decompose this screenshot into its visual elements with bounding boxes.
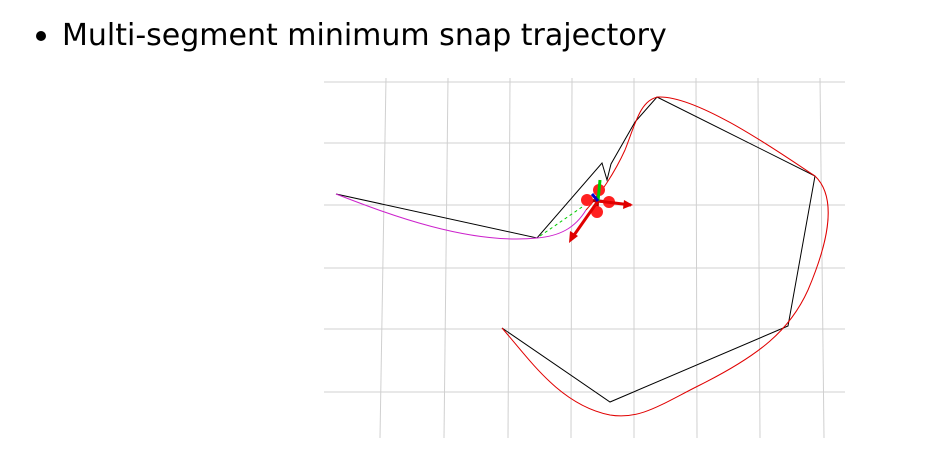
- axis-down-arrow: [570, 200, 600, 239]
- waypoint-path: [335, 96, 816, 403]
- axis-z-arrow: [590, 193, 600, 202]
- planned-trajectory: [501, 96, 829, 417]
- ground-grid: [324, 77, 845, 439]
- axis-down-arrowhead-icon: [569, 231, 578, 243]
- rotor-icon: [581, 194, 593, 206]
- axis-y-arrow: [596, 179, 602, 202]
- executed-trajectory: [335, 193, 587, 240]
- axis-x-arrowhead-icon: [623, 200, 633, 209]
- quadrotor-model: [569, 179, 633, 243]
- bullet-item: Multi-segment minimum snap trajectory: [36, 18, 667, 53]
- bullet-text: Multi-segment minimum snap trajectory: [62, 18, 667, 53]
- bullet-dot-icon: [36, 30, 46, 41]
- trajectory-visualization: [324, 77, 845, 439]
